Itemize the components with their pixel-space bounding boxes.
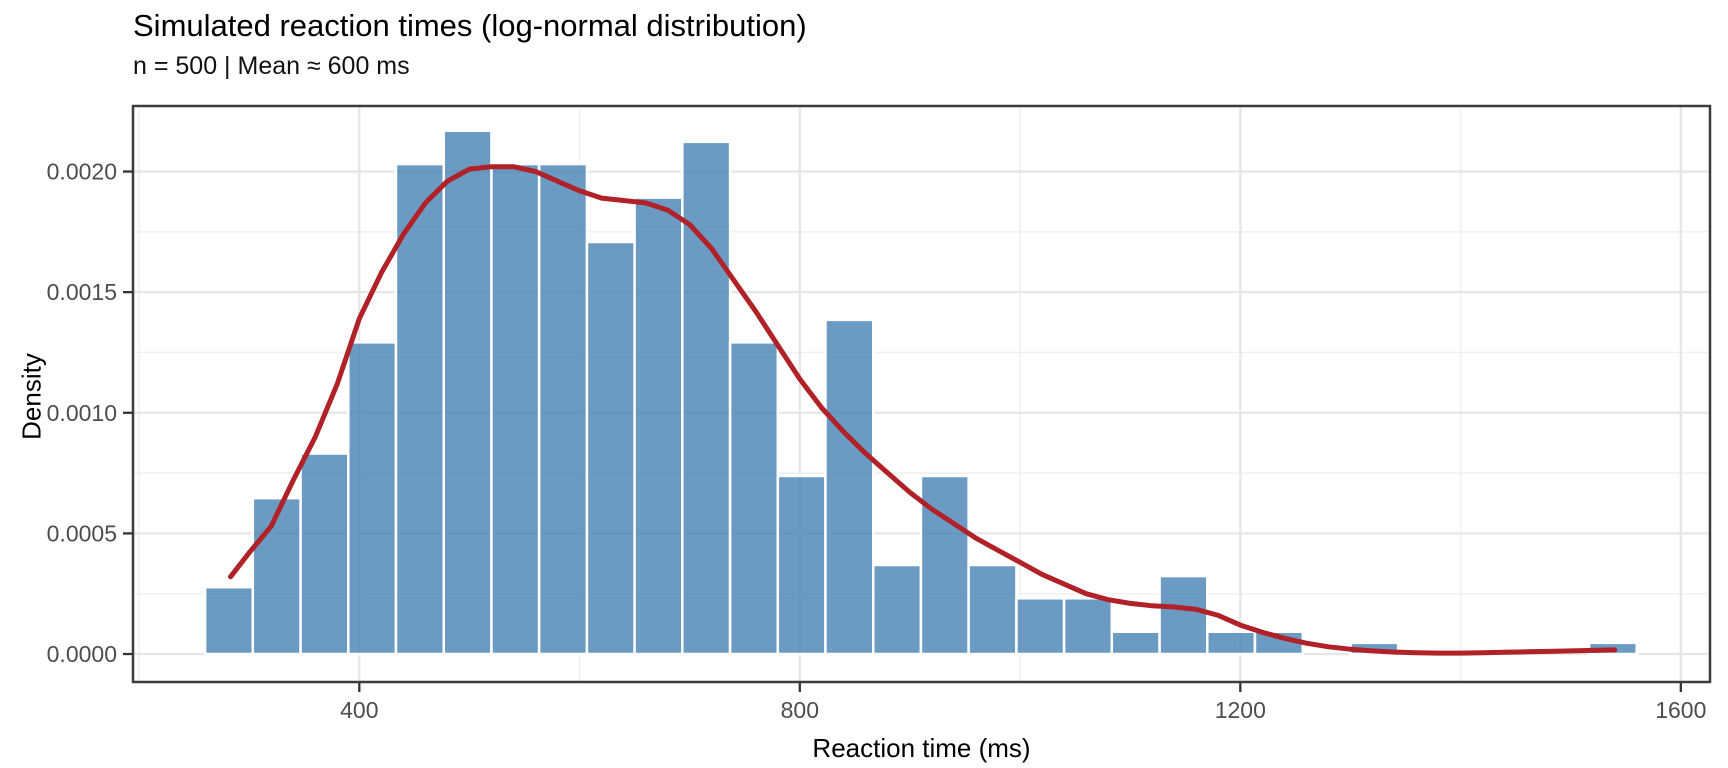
x-tick-label: 1600 [1655,697,1706,723]
histogram-bar [776,474,827,656]
histogram-bar [394,162,446,656]
histogram-bar [872,563,923,656]
histogram-bar [299,452,350,656]
x-axis-title: Reaction time (ms) [812,733,1031,763]
x-tick-label: 400 [340,697,378,723]
chart-title: Simulated reaction times (log-normal dis… [133,8,807,43]
histogram-bar [585,240,636,656]
x-tick-label: 800 [781,697,819,723]
histogram-bar [681,140,732,656]
histogram-bar [490,162,541,656]
histogram-bar [203,585,255,656]
histogram-bar [251,496,302,656]
x-tick-label: 1200 [1215,697,1266,723]
y-tick-label: 0.0000 [47,641,117,667]
histogram-bar [442,129,493,656]
density-curve [228,164,1618,656]
histogram-bar [1015,597,1066,656]
histogram-bar [967,563,1018,656]
panel-border [131,104,1712,684]
histogram-bar [1062,597,1114,656]
y-tick-label: 0.0010 [47,400,117,426]
histogram-bar [919,474,970,656]
histogram-bar [633,196,684,656]
chart-subtitle: n = 500 | Mean ≈ 600 ms [133,52,410,80]
y-tick-label: 0.0015 [47,279,117,305]
histogram-bar [1110,630,1161,656]
histogram-bar [1158,574,1209,656]
histogram-bar [1206,630,1257,656]
histogram-bar [537,162,589,656]
y-tick-label: 0.0005 [47,520,117,546]
histogram-bar [728,341,780,656]
histogram-bar [347,341,398,656]
y-tick-label: 0.0020 [47,159,117,185]
histogram-bar [824,318,875,656]
